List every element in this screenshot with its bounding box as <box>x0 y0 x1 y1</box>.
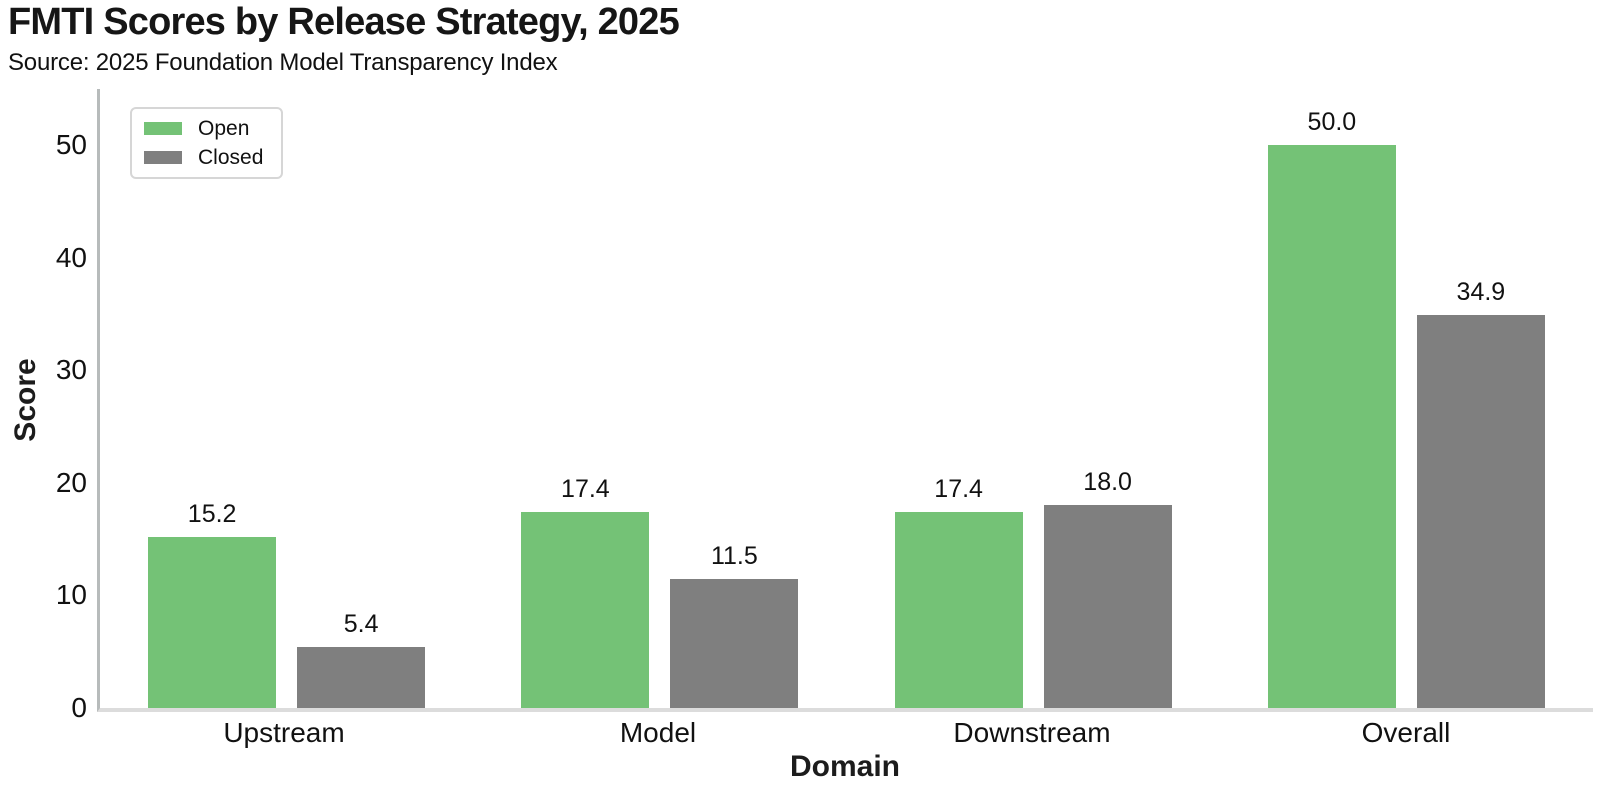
bar-closed-downstream: 18.0 <box>1043 468 1172 708</box>
y-tick-label: 0 <box>71 692 87 723</box>
bar-closed-model: 11.5 <box>670 542 799 708</box>
bar-value-label: 11.5 <box>710 541 758 570</box>
legend-item-closed: Closed <box>144 147 263 168</box>
legend-label-closed: Closed <box>198 146 264 169</box>
y-tick-label: 20 <box>55 466 87 498</box>
chart-title: FMTI Scores by Release Strategy, 2025 <box>8 1 680 43</box>
legend-label-open: Open <box>198 117 250 140</box>
bar-value-label: 17.4 <box>934 475 983 504</box>
y-tick-label: 30 <box>55 354 87 386</box>
x-tick-label-upstream: Upstream <box>223 717 345 748</box>
bar-open-overall: 50.0 <box>1267 108 1396 708</box>
bar-open-model: 17.4 <box>521 475 650 708</box>
bar-group-model: 17.4 11.5 <box>473 89 846 708</box>
y-axis-title: Score <box>9 358 42 442</box>
bar-open-upstream: 15.2 <box>148 500 277 708</box>
bar-value-label: 18.0 <box>1083 468 1132 497</box>
x-axis-title: Domain <box>789 750 900 783</box>
bar-group-upstream: 15.2 5.4 <box>100 89 473 708</box>
x-tick-label-downstream: Downstream <box>953 717 1111 748</box>
x-tick-label-overall: Overall <box>1361 717 1451 748</box>
bar-groups: 15.2 5.4 17.4 11.5 17.4 18.0 50.0 34.9 <box>100 89 1593 708</box>
bar-value-label: 50.0 <box>1307 108 1357 137</box>
legend-swatch-closed <box>144 151 182 164</box>
bar-value-label: 17.4 <box>561 475 610 504</box>
x-tick-label-model: Model <box>619 717 697 748</box>
y-tick-label: 50 <box>55 129 87 161</box>
bar-value-label: 5.4 <box>343 610 379 639</box>
legend-item-open: Open <box>144 118 263 139</box>
bar-group-overall: 50.0 34.9 <box>1220 89 1593 708</box>
y-tick-label: 40 <box>55 241 87 273</box>
legend-swatch-open <box>144 122 182 135</box>
chart-source-subtitle: Source: 2025 Foundation Model Transparen… <box>8 48 558 76</box>
legend: Open Closed <box>130 107 284 179</box>
y-tick-label: 10 <box>55 579 87 611</box>
bar-open-downstream: 17.4 <box>894 475 1023 708</box>
bar-closed-upstream: 5.4 <box>297 610 426 708</box>
bar-group-downstream: 17.4 18.0 <box>847 89 1220 708</box>
bar-value-label: 34.9 <box>1456 278 1506 307</box>
x-axis-ticks: Upstream Model Downstream Overall <box>97 717 1593 749</box>
bar-closed-overall: 34.9 <box>1416 278 1545 708</box>
plot-area: 0 10 20 30 40 50 15.2 5.4 17.4 11.5 17.4 18.0 50.0 3… <box>56 89 1593 722</box>
bar-value-label: 15.2 <box>187 499 237 528</box>
chart-header: FMTI Scores by Release Strategy, 2025 So… <box>8 1 680 77</box>
